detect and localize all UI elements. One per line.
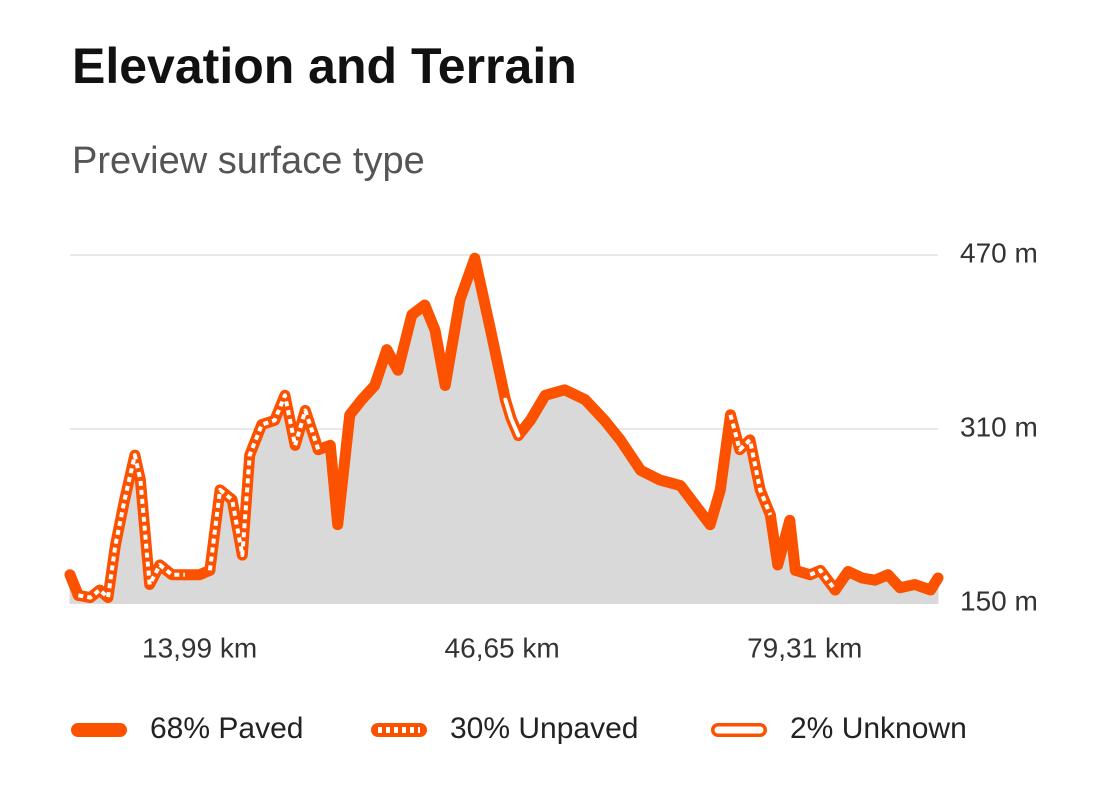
surface-line-inner [503,397,521,438]
legend-label: 2% Unknown [790,712,967,745]
y-tick-label: 150 m [960,585,1038,616]
surface-line-dash [77,393,837,600]
x-tick-label: 13,99 km [142,632,257,663]
surface-line [64,252,944,601]
x-tick-label: 79,31 km [747,632,862,663]
legend-label: 68% Paved [150,712,303,745]
y-tick-label: 310 m [960,411,1038,442]
legend-label: 30% Unpaved [450,712,638,745]
y-tick-label: 470 m [960,237,1038,268]
chart-subtitle: Preview surface type [72,140,425,182]
x-tick-label: 46,65 km [445,632,560,663]
chart-title: Elevation and Terrain [72,38,577,94]
elevation-area [69,256,939,604]
